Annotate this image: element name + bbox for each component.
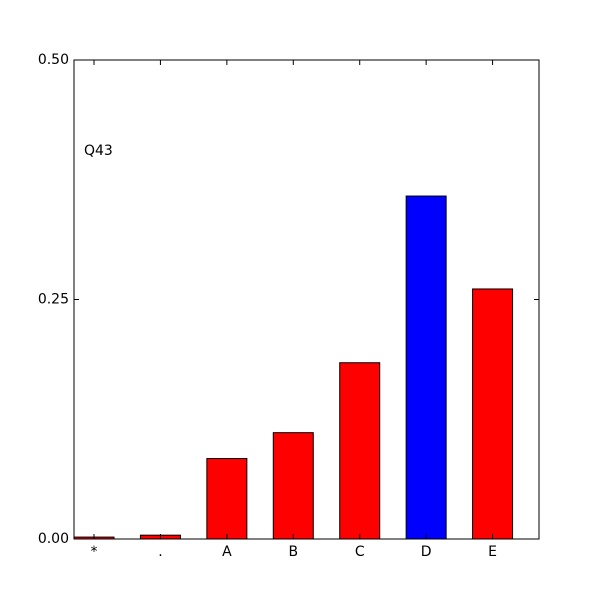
y-tick-label: 0.00 (38, 531, 69, 547)
x-tick-label: A (222, 544, 232, 560)
x-tick-label: * (91, 544, 98, 560)
x-tick-label: E (488, 544, 497, 560)
x-tick-label: C (355, 544, 365, 560)
y-tick-label: 0.25 (38, 292, 69, 308)
y-tick-label: 0.50 (38, 52, 69, 68)
bar (206, 458, 248, 540)
bar (272, 432, 314, 540)
plot-frame (73, 59, 540, 540)
x-tick-label: D (421, 544, 432, 560)
bar (472, 288, 514, 540)
bar (339, 362, 381, 540)
annotation: Q43 (84, 143, 113, 159)
x-tick-label: . (158, 544, 162, 560)
x-tick-label: B (288, 544, 298, 560)
bar (405, 195, 447, 540)
